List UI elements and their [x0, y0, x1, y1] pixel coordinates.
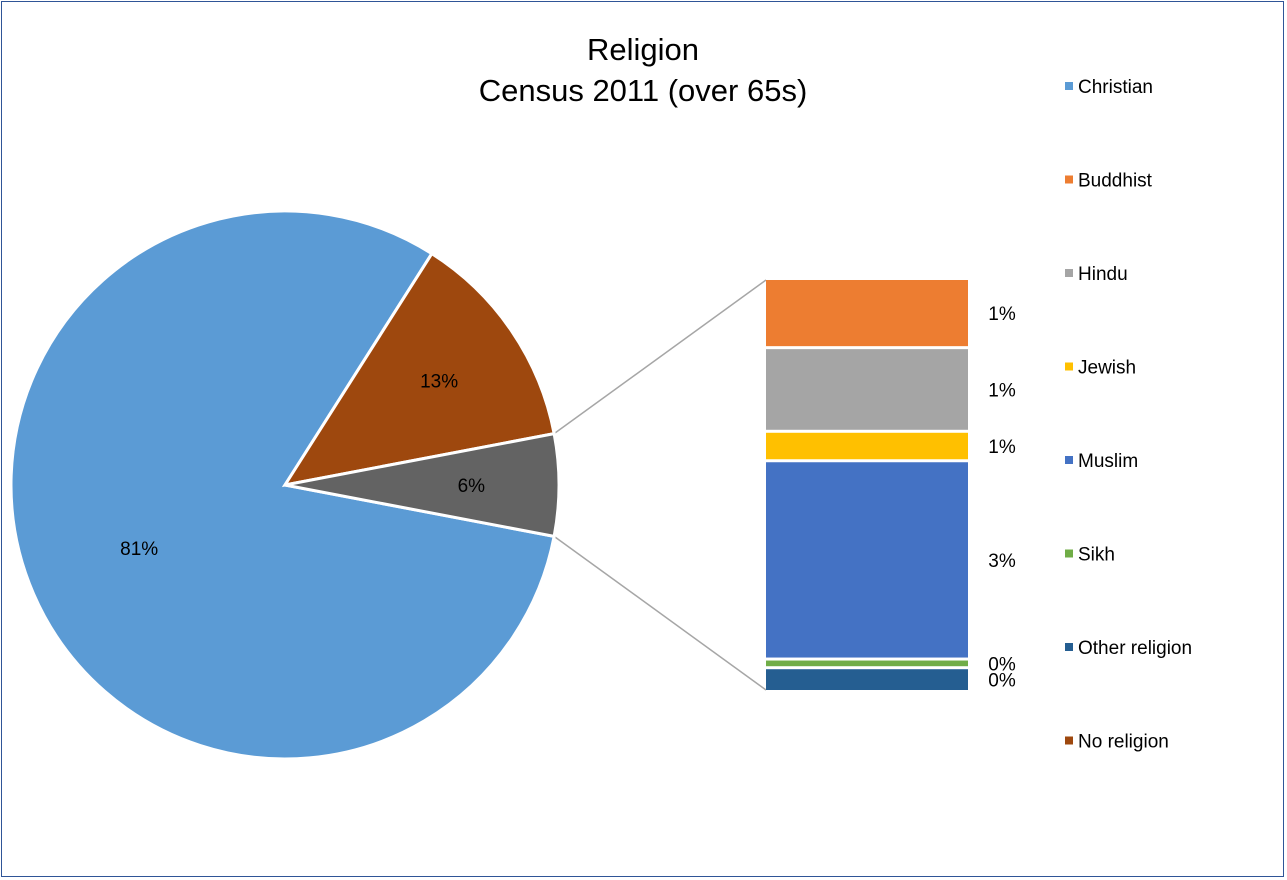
bar-label-muslim: 3%	[988, 551, 1016, 572]
pie-label-other: 6%	[458, 476, 486, 497]
legend-swatch-no-religion	[1065, 736, 1073, 745]
legend-swatch-sikh	[1065, 549, 1073, 558]
legend-label-other-religion: Other religion	[1078, 638, 1192, 659]
legend-swatch-other-religion	[1065, 643, 1073, 651]
bar-group	[766, 280, 968, 690]
legend-swatch-christian	[1065, 82, 1073, 90]
bar-segment-sikh	[766, 660, 968, 667]
chart-subtitle: Census 2011 (over 65s)	[479, 73, 808, 108]
pie-slice-no-religion	[281, 251, 556, 488]
bar-segment-hindu	[766, 349, 968, 430]
legend-label-sikh: Sikh	[1078, 545, 1115, 566]
pie-slice-christian	[9, 209, 556, 761]
bar-label-sikh: 0%	[988, 654, 1016, 675]
bar-labels: 1% 1% 1% 3% 0%0%	[988, 304, 1016, 692]
legend-swatch-jewish	[1065, 362, 1073, 371]
bar-segment-jewish	[766, 432, 968, 460]
legend-label-muslim: Muslim	[1078, 451, 1138, 472]
bar-label-other-religion: 0%	[988, 671, 1016, 692]
bar-label-hindu: 1%	[988, 380, 1016, 401]
pie-slice-other	[284, 431, 561, 539]
legend-swatch-muslim	[1065, 456, 1073, 464]
legend-label-christian: Christian	[1078, 77, 1153, 98]
legend: Christian Buddhist Hindu Jewish Muslim Sikh Ot…	[1065, 77, 1192, 753]
bar-label-buddhist: 1%	[988, 304, 1016, 325]
bar-segment-muslim	[766, 462, 968, 658]
legend-label-jewish: Jewish	[1078, 358, 1136, 379]
legend-label-no-religion: No religion	[1078, 732, 1169, 753]
connector-line-top	[553, 279, 767, 435]
pie-labels: 81% 13% 6%	[120, 371, 485, 560]
bar-label-jewish: 1%	[988, 437, 1016, 458]
connector-line-bottom	[553, 535, 767, 691]
legend-swatch-buddhist	[1065, 175, 1073, 184]
pie-group	[9, 209, 561, 761]
legend-label-hindu: Hindu	[1078, 264, 1128, 285]
pie-label-christian: 81%	[120, 539, 158, 560]
connector-lines	[553, 279, 767, 691]
legend-swatch-hindu	[1065, 269, 1073, 277]
bar-segment-buddhist	[766, 280, 968, 347]
pie-label-no-religion: 13%	[420, 371, 458, 392]
bar-segment-other-religion	[766, 669, 968, 690]
chart-title: Religion	[587, 32, 699, 67]
legend-label-buddhist: Buddhist	[1078, 171, 1153, 192]
